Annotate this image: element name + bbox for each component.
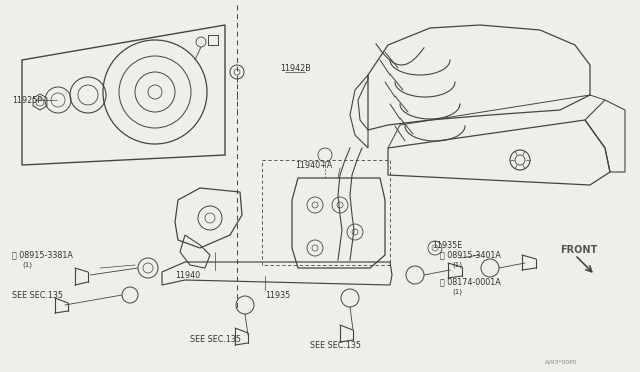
- Text: Ⓑ 08174-0001A: Ⓑ 08174-0001A: [440, 278, 500, 286]
- Text: 11942B: 11942B: [280, 64, 311, 73]
- Text: ⓦ 08915-3401A: ⓦ 08915-3401A: [440, 250, 501, 260]
- Text: 11940+A: 11940+A: [295, 160, 332, 170]
- Text: SEE SEC.135: SEE SEC.135: [12, 291, 63, 299]
- Text: (1): (1): [452, 262, 462, 268]
- Text: 11940: 11940: [175, 270, 200, 279]
- Text: FRONT: FRONT: [560, 245, 597, 255]
- Text: (1): (1): [22, 262, 32, 268]
- Text: A/93*00P5: A/93*00P5: [545, 359, 578, 365]
- Text: SEE SEC.135: SEE SEC.135: [310, 340, 361, 350]
- Text: ⓦ 08915-3381A: ⓦ 08915-3381A: [12, 250, 73, 260]
- Text: (1): (1): [452, 289, 462, 295]
- Text: 11925P: 11925P: [12, 96, 42, 105]
- Text: 11935E: 11935E: [432, 241, 462, 250]
- Text: 11935: 11935: [265, 291, 291, 299]
- Text: SEE SEC.135: SEE SEC.135: [190, 336, 241, 344]
